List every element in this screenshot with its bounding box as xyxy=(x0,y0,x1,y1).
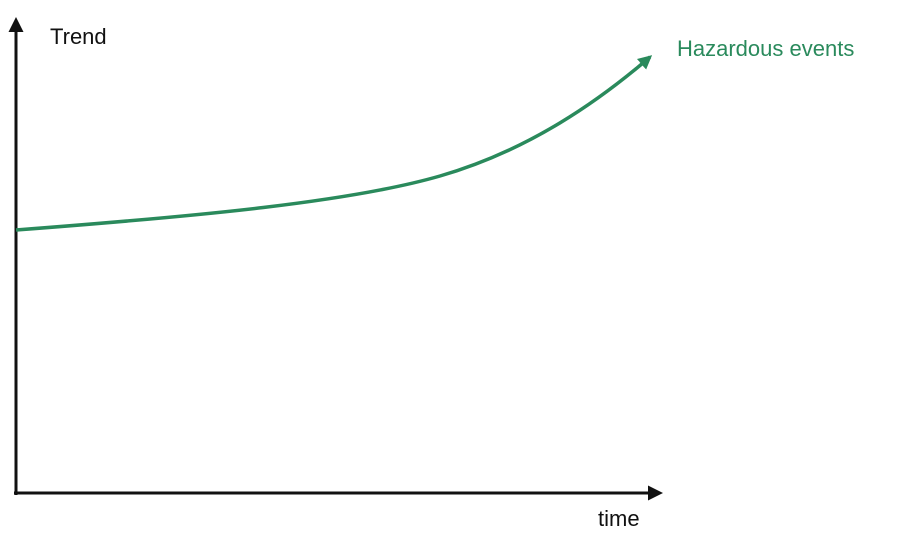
y-axis-label: Trend xyxy=(50,24,107,49)
trend-curve xyxy=(15,55,653,232)
curve-label: Hazardous events xyxy=(677,36,854,61)
x-axis-label: time xyxy=(598,506,640,531)
